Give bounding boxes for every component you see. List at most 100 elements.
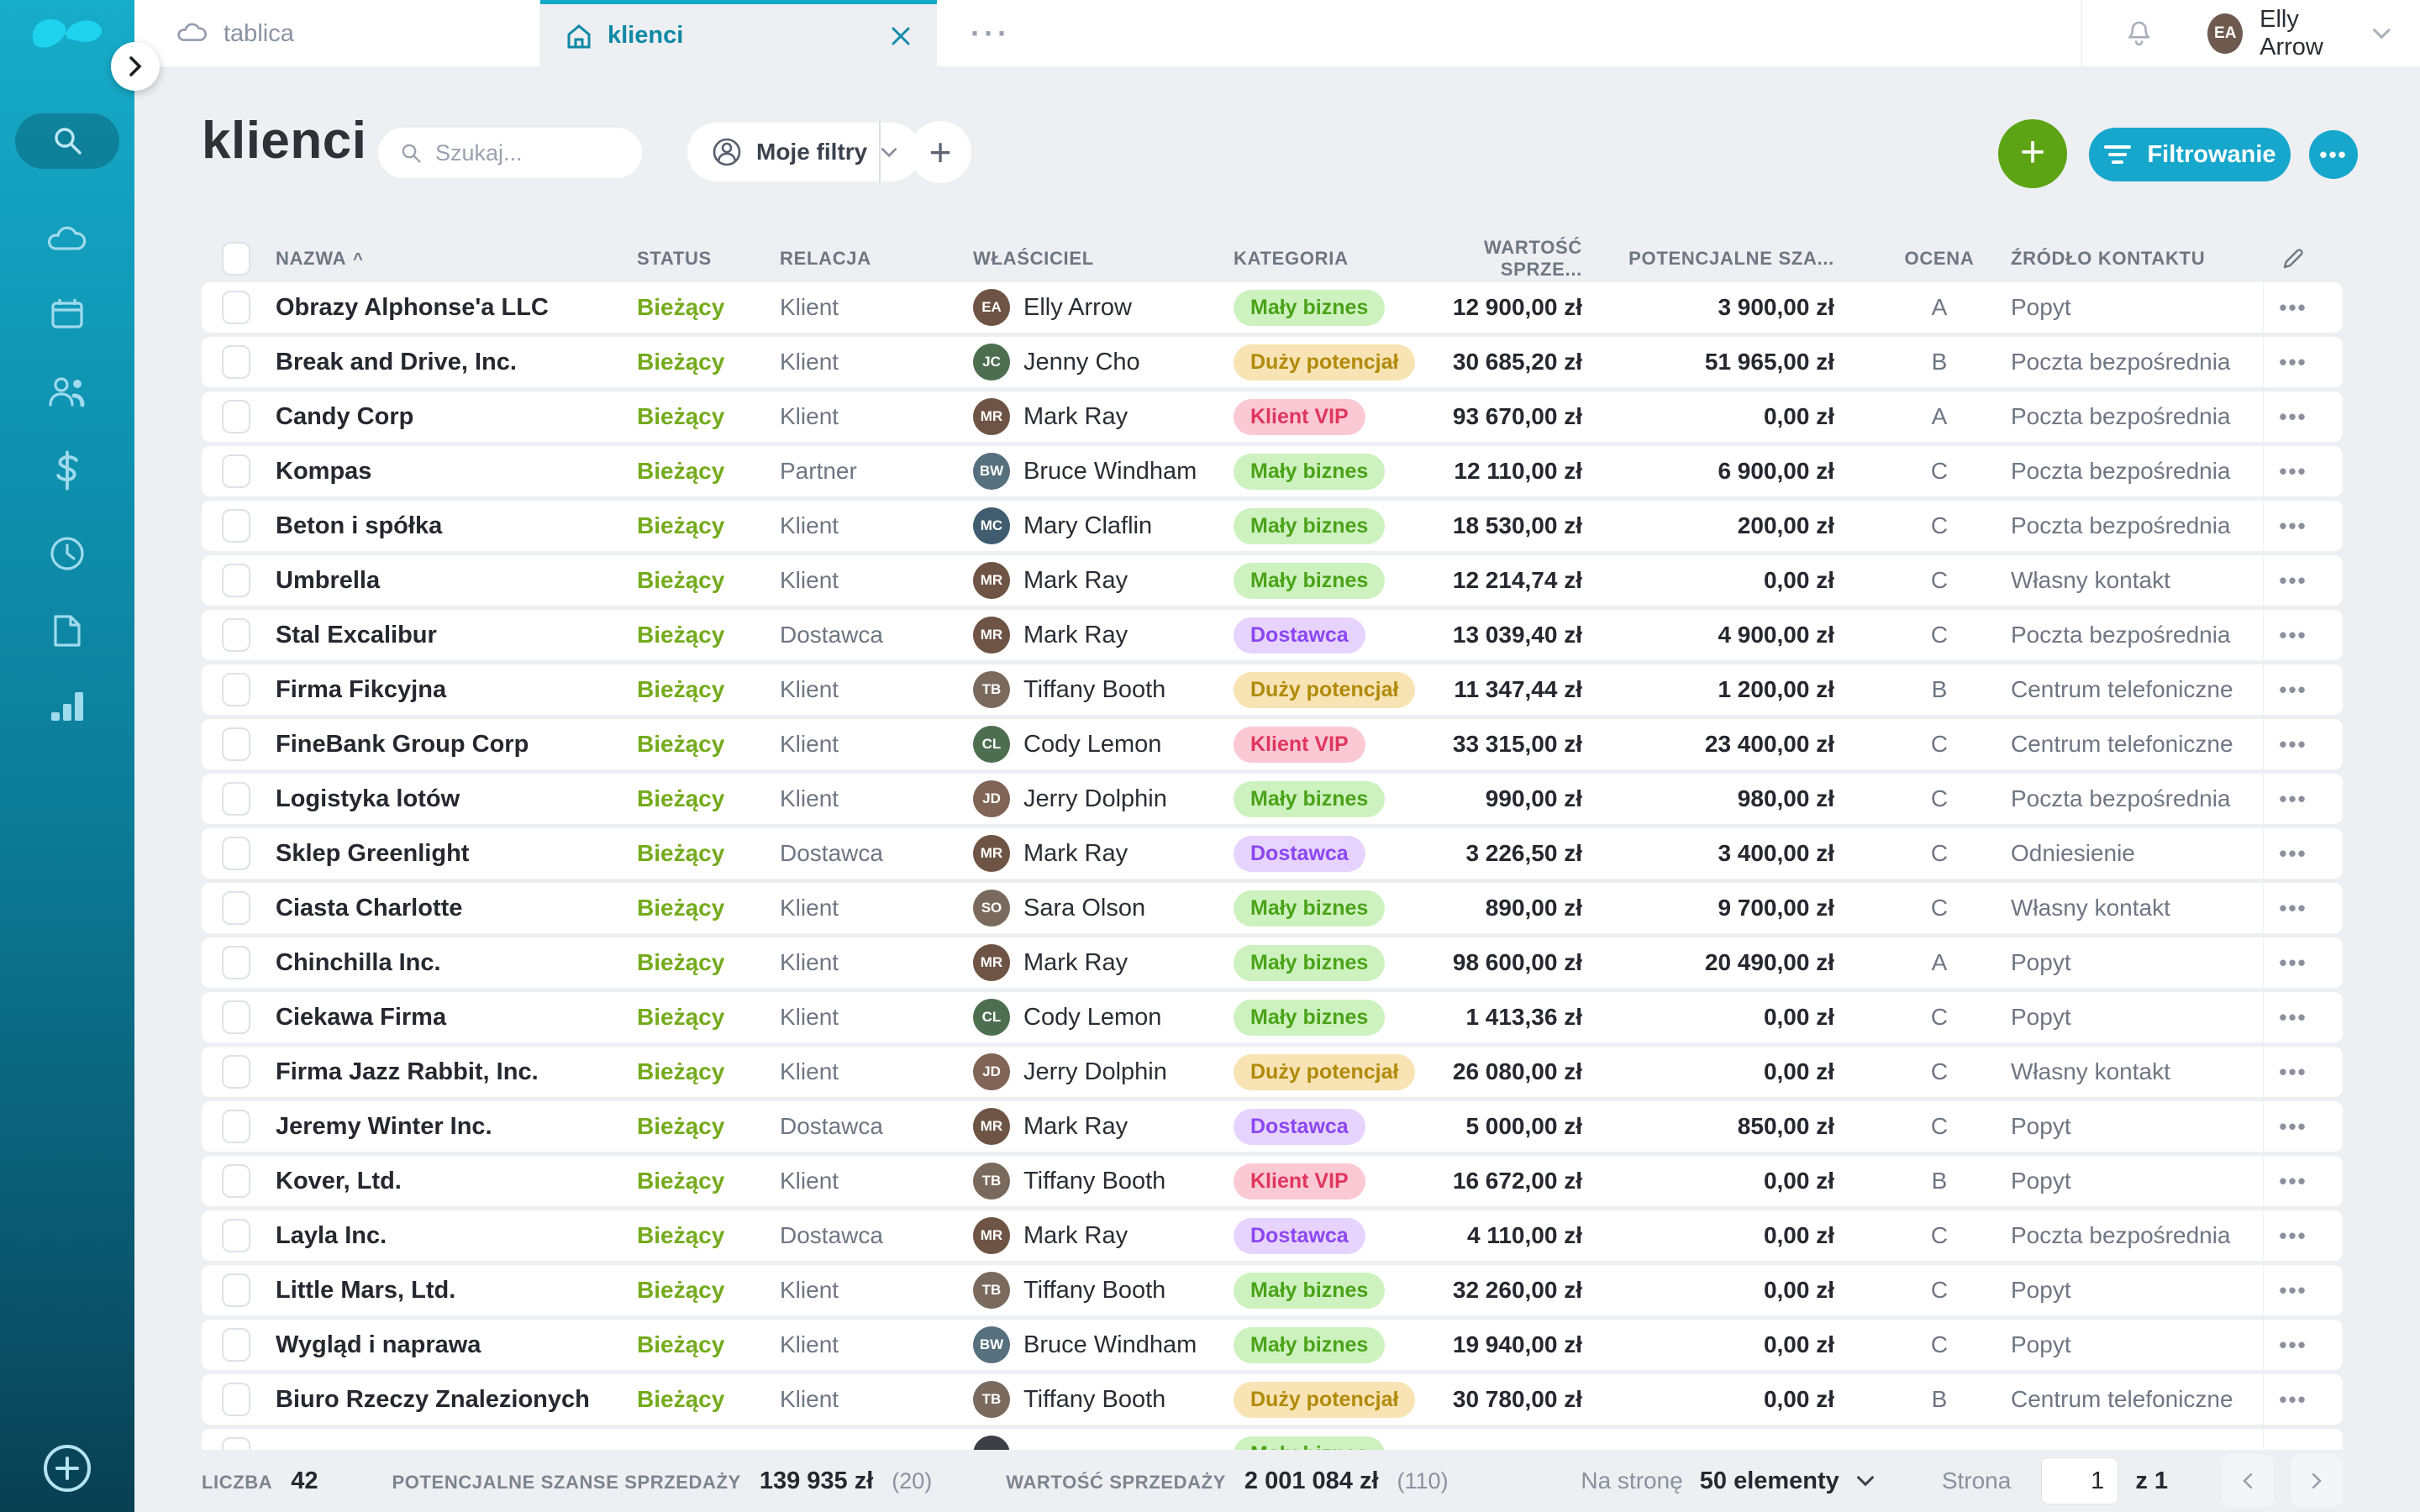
row-menu-button[interactable]: •••	[2263, 1101, 2323, 1152]
more-tabs-button[interactable]: ···	[971, 16, 1011, 50]
sidebar-item-search[interactable]	[0, 121, 134, 160]
row-checkbox[interactable]	[222, 1219, 250, 1252]
row-menu-button[interactable]: •••	[2263, 501, 2323, 551]
previous-page-button[interactable]	[2222, 1455, 2274, 1507]
client-name[interactable]: Little Mars, Ltd.	[276, 1276, 456, 1304]
sidebar-item-documents[interactable]	[0, 612, 134, 650]
chevron-down-icon[interactable]	[1856, 1475, 1875, 1487]
row-checkbox[interactable]	[222, 291, 250, 324]
table-row[interactable]: Jeremy Winter Inc. Bieżący Dostawca MR Mark …	[202, 1101, 2343, 1152]
my-filters-button[interactable]: Moje filtry	[687, 123, 922, 181]
client-name[interactable]: Ciasta Charlotte	[276, 894, 463, 921]
row-menu-button[interactable]: •••	[2263, 937, 2323, 988]
row-menu-button[interactable]: •••	[2263, 555, 2323, 606]
column-header-ocena[interactable]: Ocena	[1904, 248, 1975, 269]
row-checkbox[interactable]	[222, 1110, 250, 1143]
client-name[interactable]: Wygląd i naprawa	[276, 1331, 481, 1358]
row-checkbox[interactable]	[222, 837, 250, 870]
add-client-button[interactable]: +	[1998, 119, 2067, 188]
client-name[interactable]: Firma Jazz Rabbit, Inc.	[276, 1058, 539, 1085]
chevron-down-icon[interactable]	[2372, 27, 2391, 40]
tab-tablica[interactable]: tablica	[136, 0, 540, 67]
row-checkbox[interactable]	[222, 1328, 250, 1362]
client-name[interactable]: Stal Excalibur	[276, 621, 437, 648]
list-more-button[interactable]: •••	[2309, 130, 2358, 179]
table-row[interactable]: Firma Jazz Rabbit, Inc. Bieżący Klient JD Je…	[202, 1047, 2343, 1097]
select-all-checkbox[interactable]	[222, 242, 250, 276]
table-row[interactable]: Umbrella Bieżący Klient MR Mark Ray Mały bizn…	[202, 555, 2343, 606]
sidebar-item-reports[interactable]	[0, 687, 134, 724]
next-page-button[interactable]	[2291, 1455, 2343, 1507]
row-menu-button[interactable]: •••	[2263, 719, 2323, 769]
tab-klienci[interactable]: klienci	[540, 0, 937, 67]
row-checkbox[interactable]	[222, 1000, 250, 1034]
client-name[interactable]: FineBank Group Corp	[276, 730, 529, 758]
row-checkbox[interactable]	[222, 509, 250, 543]
sidebar-expand-button[interactable]	[111, 42, 160, 91]
row-menu-button[interactable]: •••	[2263, 1047, 2323, 1097]
column-header-wlasciciel[interactable]: Właściciel	[973, 248, 1094, 269]
row-menu-button[interactable]: •••	[2263, 337, 2323, 387]
client-name[interactable]: Sklep Greenlight	[276, 839, 470, 867]
add-view-button[interactable]: +	[909, 121, 971, 183]
row-menu-button[interactable]: •••	[2263, 1320, 2323, 1370]
row-checkbox[interactable]	[222, 1055, 250, 1089]
column-header-potencjalne[interactable]: Potencjalne sza...	[1628, 248, 1834, 269]
client-name[interactable]: Kompas	[276, 457, 372, 485]
row-checkbox[interactable]	[222, 782, 250, 816]
row-menu-button[interactable]: •••	[2263, 1265, 2323, 1315]
client-name[interactable]: Ciekawa Firma	[276, 1003, 447, 1031]
avatar[interactable]: EA	[2207, 13, 2244, 54]
row-menu-button[interactable]: •••	[2263, 1374, 2323, 1425]
table-row[interactable]: Candy Corp Bieżący Klient MR Mark Ray Klient …	[202, 391, 2343, 442]
close-icon[interactable]	[890, 25, 912, 47]
per-page-select[interactable]: 50 elementy	[1699, 1467, 1839, 1494]
table-row[interactable]: Obrazy Alphonse'a LLC Bieżący Klient EA Elly…	[202, 282, 2343, 333]
table-row[interactable]: Ciekawa Firma Bieżący Klient CL Cody Lemon Ma…	[202, 992, 2343, 1042]
row-menu-button[interactable]: •••	[2263, 446, 2323, 496]
row-checkbox[interactable]	[222, 1273, 250, 1307]
column-header-kategoria[interactable]: Kategoria	[1234, 248, 1349, 269]
table-row[interactable]: FineBank Group Corp Bieżący Klient CL Cody L…	[202, 719, 2343, 769]
row-checkbox[interactable]	[222, 454, 250, 488]
table-row[interactable]: Layla Inc. Bieżący Dostawca MR Mark Ray Dosta…	[202, 1210, 2343, 1261]
row-menu-button[interactable]: •••	[2263, 1210, 2323, 1261]
row-checkbox[interactable]	[222, 727, 250, 761]
row-menu-button[interactable]: •••	[2263, 391, 2323, 442]
client-name[interactable]: Biuro Rzeczy Znalezionych	[276, 1385, 590, 1413]
page-number-input[interactable]	[2041, 1457, 2119, 1504]
table-row[interactable]: Logistyka lotów Bieżący Klient JD Jerry Dolp…	[202, 774, 2343, 824]
row-menu-button[interactable]: •••	[2263, 610, 2323, 660]
row-checkbox[interactable]	[222, 564, 250, 597]
edit-columns-button[interactable]	[2263, 247, 2323, 270]
row-menu-button[interactable]: •••	[2263, 664, 2323, 715]
table-row[interactable]: Chinchilla Inc. Bieżący Klient MR Mark Ray Ma…	[202, 937, 2343, 988]
search-input[interactable]	[435, 139, 603, 166]
row-checkbox[interactable]	[222, 891, 250, 925]
row-menu-button[interactable]: •••	[2263, 992, 2323, 1042]
table-row[interactable]: Stal Excalibur Bieżący Dostawca MR Mark Ray D…	[202, 610, 2343, 660]
sidebar-add-button[interactable]	[0, 1441, 134, 1495]
client-name[interactable]: Break and Drive, Inc.	[276, 348, 517, 375]
sidebar-item-sales[interactable]	[0, 450, 134, 491]
column-header-nazwa[interactable]: Nazwa ^	[276, 248, 364, 269]
client-name[interactable]: Layla Inc.	[276, 1221, 387, 1249]
bell-icon[interactable]	[2126, 18, 2152, 50]
client-name[interactable]: Obrazy Alphonse'a LLC	[276, 293, 549, 321]
client-name[interactable]: Kover, Ltd.	[276, 1167, 402, 1194]
column-header-relacja[interactable]: Relacja	[780, 248, 871, 269]
client-name[interactable]: Candy Corp	[276, 402, 414, 430]
table-row[interactable]: Sklep Greenlight Bieżący Dostawca MR Mark Ra…	[202, 828, 2343, 879]
column-header-status[interactable]: Status	[637, 248, 712, 269]
row-checkbox[interactable]	[222, 618, 250, 652]
filter-button[interactable]: Filtrowanie	[2089, 128, 2291, 181]
row-menu-button[interactable]: •••	[2263, 282, 2323, 333]
sidebar-item-board[interactable]	[0, 223, 134, 257]
client-name[interactable]: Umbrella	[276, 566, 381, 594]
column-header-zrodlo[interactable]: Źródło kontaktu	[2011, 248, 2206, 269]
table-row[interactable]: Beton i spółka Bieżący Klient MC Mary Clafli…	[202, 501, 2343, 551]
row-checkbox[interactable]	[222, 1383, 250, 1416]
sidebar-item-activity[interactable]	[0, 534, 134, 573]
sidebar-item-contacts[interactable]	[0, 373, 134, 410]
table-row[interactable]: Firma Fikcyjna Bieżący Klient TB Tiffany Boo…	[202, 664, 2343, 715]
